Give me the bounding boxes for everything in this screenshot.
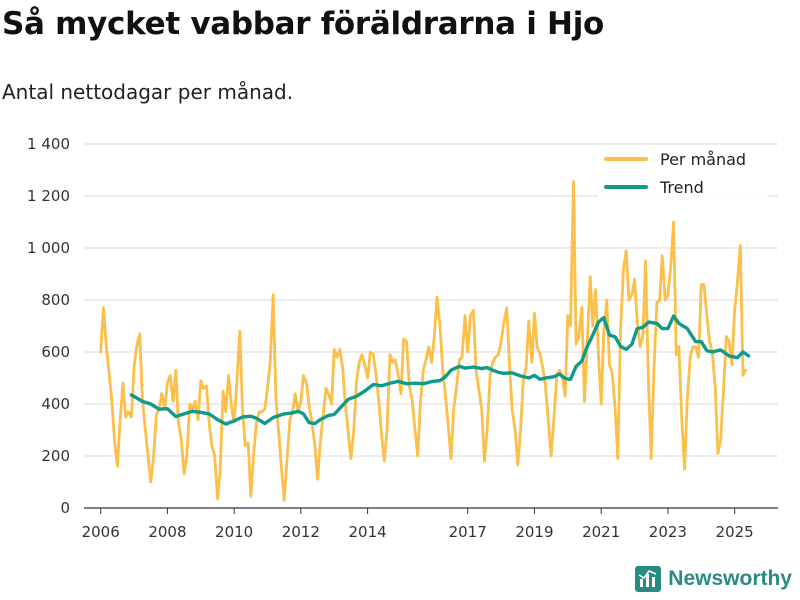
y-tick-label-800: 800 [41, 291, 70, 309]
x-axis-tick-labels: 2006 2008 2010 2012 2014 2017 2019 2021 2023 2025 [82, 508, 754, 541]
x-tick-label-2019: 2019 [515, 523, 553, 541]
x-tick-label-2008: 2008 [148, 523, 186, 541]
y-tick-label-1200: 1 200 [27, 187, 70, 205]
y-tick-label-200: 200 [41, 447, 70, 465]
y-tick-label-1400: 1 400 [27, 135, 70, 153]
chart-title: Så mycket vabbar föräldrarna i Hjo [2, 6, 605, 42]
chart-subtitle: Antal nettodagar per månad. [2, 80, 294, 104]
y-tick-label-400: 400 [41, 395, 70, 413]
y-axis-tick-labels: 0 200 400 600 800 1 000 1 200 1 400 [27, 135, 70, 517]
x-tick-label-2025: 2025 [716, 523, 754, 541]
legend-label-trend: Trend [659, 178, 704, 197]
newsworthy-logo-icon [635, 566, 662, 592]
x-tick-label-2014: 2014 [349, 523, 387, 541]
series-line-per-manad [99, 180, 747, 502]
y-tick-label-1000: 1 000 [27, 239, 70, 257]
x-tick-label-2012: 2012 [282, 523, 320, 541]
x-tick-label-2021: 2021 [582, 523, 620, 541]
x-tick-label-2023: 2023 [649, 523, 687, 541]
legend-label-per-manad: Per månad [660, 150, 746, 169]
brand-name: Newsworthy [668, 567, 792, 590]
series-line-trend [129, 314, 751, 426]
newsworthy-brand: Newsworthy [635, 566, 792, 592]
series-lines [99, 180, 751, 502]
legend: Per månad Trend [598, 146, 768, 204]
y-tick-label-600: 600 [41, 343, 70, 361]
x-tick-label-2017: 2017 [449, 523, 487, 541]
x-tick-label-2010: 2010 [215, 523, 253, 541]
y-tick-label-0: 0 [60, 499, 70, 517]
x-tick-label-2006: 2006 [82, 523, 120, 541]
